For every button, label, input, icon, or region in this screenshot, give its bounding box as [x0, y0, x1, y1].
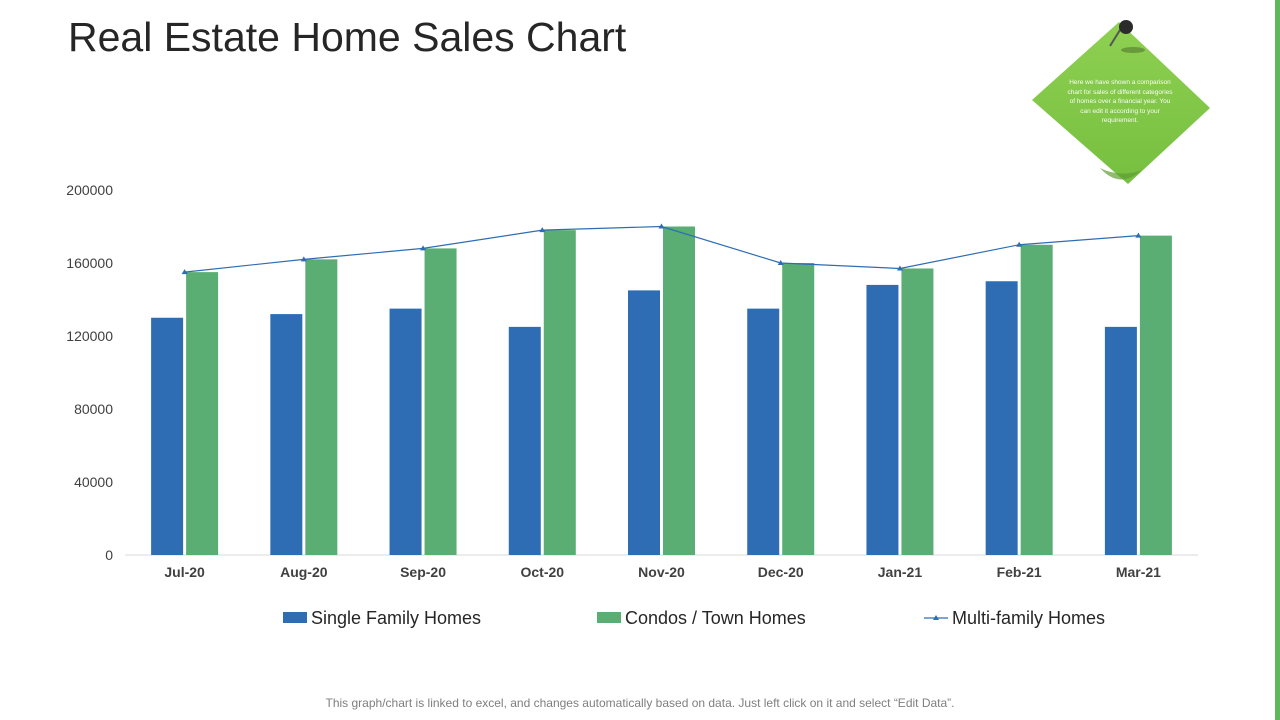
accent-bar: [1275, 0, 1280, 720]
point-multi-family-sep-20: [420, 245, 427, 251]
x-tick-label: Nov-20: [638, 564, 685, 580]
bar-condos-dec-20: [782, 263, 815, 555]
pushpin-icon: [1109, 20, 1145, 53]
legend-label: Condos / Town Homes: [625, 608, 806, 628]
x-tick-label: Sep-20: [400, 564, 446, 580]
legend-swatch: [597, 612, 621, 623]
x-tick-label: Mar-21: [1116, 564, 1161, 580]
x-tick-label: Oct-20: [520, 564, 564, 580]
y-tick-label: 40000: [74, 474, 113, 490]
point-multi-family-aug-20: [300, 256, 307, 262]
legend-label: Single Family Homes: [311, 608, 481, 628]
legend-item-single-family-homes: Single Family Homes: [283, 608, 481, 628]
bar-single-family-dec-20: [747, 308, 780, 555]
bar-condos-aug-20: [305, 259, 338, 555]
bar-single-family-feb-21: [985, 281, 1018, 555]
sticky-note: [1032, 20, 1210, 184]
footer-note: This graph/chart is linked to excel, and…: [325, 696, 955, 710]
bar-condos-jul-20: [186, 272, 219, 555]
bar-single-family-oct-20: [508, 326, 541, 555]
point-multi-family-jan-21: [896, 265, 903, 271]
bar-condos-nov-20: [663, 226, 695, 555]
bar-condos-oct-20: [543, 230, 576, 555]
point-multi-family-jul-20: [181, 269, 188, 275]
point-multi-family-feb-21: [1016, 241, 1023, 247]
y-tick-label: 80000: [74, 401, 113, 417]
bar-single-family-aug-20: [270, 314, 303, 555]
note-body: [1032, 22, 1210, 184]
legend-swatch: [283, 612, 307, 623]
x-tick-label: Dec-20: [758, 564, 804, 580]
note-text: Here we have shown a comparison chart fo…: [1067, 79, 1173, 125]
bar-single-family-mar-21: [1104, 326, 1137, 555]
point-multi-family-mar-21: [1135, 232, 1142, 238]
bar-condos-sep-20: [424, 248, 457, 555]
legend-label: Multi-family Homes: [952, 608, 1105, 628]
y-tick-label: 0: [105, 547, 113, 563]
y-tick-label: 200000: [66, 182, 113, 198]
bar-condos-feb-21: [1020, 244, 1053, 555]
page-title: Real Estate Home Sales Chart: [68, 14, 627, 60]
x-tick-label: Feb-21: [997, 564, 1042, 580]
x-tick-label: Jul-20: [164, 564, 205, 580]
point-multi-family-nov-20: [658, 223, 665, 229]
legend-item-condos-town-homes: Condos / Town Homes: [597, 608, 806, 628]
bar-single-family-sep-20: [389, 308, 422, 555]
x-tick-label: Aug-20: [280, 564, 328, 580]
bar-condos-jan-21: [901, 268, 934, 555]
bar-single-family-jan-21: [866, 284, 899, 555]
point-multi-family-oct-20: [539, 227, 546, 233]
point-multi-family-dec-20: [777, 260, 784, 265]
y-tick-label: 120000: [66, 328, 113, 344]
note-fold: [1100, 168, 1142, 180]
bar-condos-mar-21: [1139, 235, 1172, 555]
legend-item-multi-family-homes: Multi-family Homes: [924, 608, 1105, 628]
x-tick-label: Jan-21: [878, 564, 923, 580]
bar-single-family-nov-20: [628, 290, 660, 555]
bar-single-family-jul-20: [151, 317, 184, 555]
sales-chart: 0 40000 80000 120000 160000 200000 Jul-20 Aug-…: [66, 182, 1198, 628]
y-tick-label: 160000: [66, 255, 113, 271]
legend-marker: [933, 615, 939, 620]
